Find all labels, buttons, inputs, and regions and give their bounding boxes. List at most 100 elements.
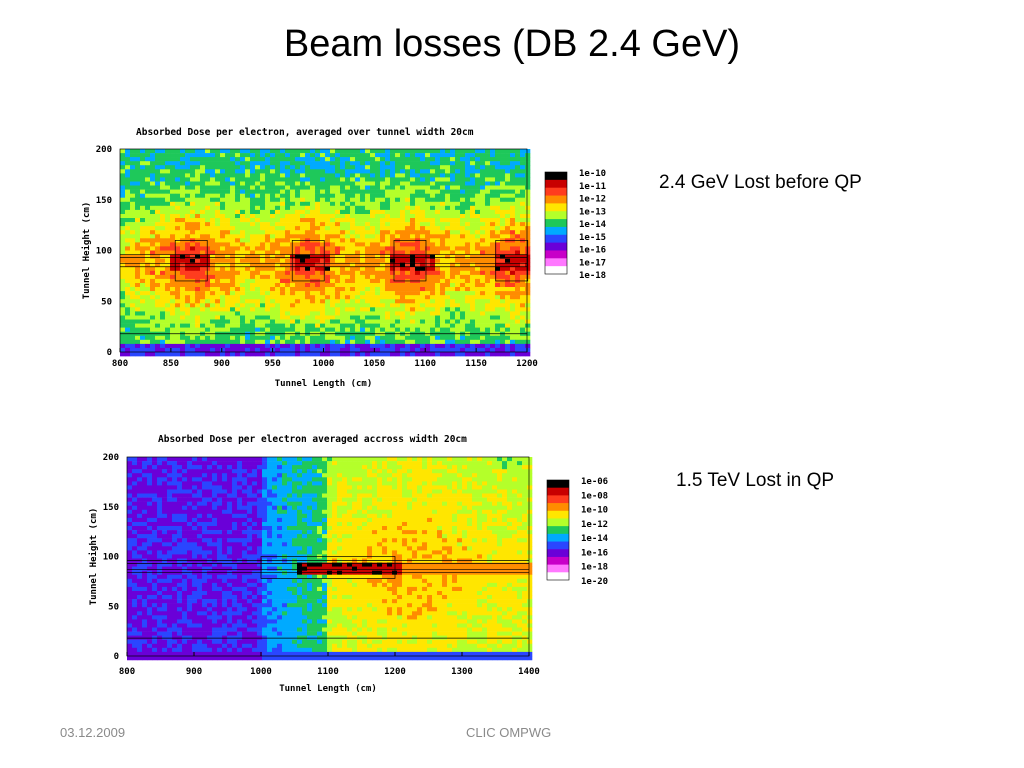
heatmap-cell [160, 218, 166, 223]
heatmap-cell [355, 278, 361, 284]
heatmap-cell [395, 299, 401, 304]
heatmap-cell [355, 266, 361, 272]
heatmap-cell [315, 218, 321, 223]
heatmap-cell [165, 250, 171, 255]
heatmap-cell [165, 352, 171, 357]
heatmap-cell [312, 465, 318, 470]
heatmap-cell [145, 153, 151, 158]
heatmap-cell [275, 185, 281, 190]
heatmap-cell [435, 149, 441, 154]
heatmap-cell [175, 193, 181, 199]
heatmap-cell [282, 469, 288, 474]
heatmap-cell [445, 169, 451, 174]
heatmap-cell [420, 339, 426, 345]
heatmap-cell [185, 258, 191, 263]
heatmap-cell [455, 283, 461, 288]
heatmap-cell [200, 283, 206, 288]
heatmap-cell [412, 457, 418, 462]
colorbar-swatch [545, 234, 567, 244]
heatmap-cell [325, 283, 331, 288]
heatmap-cell [320, 173, 326, 178]
heatmap-cell [125, 327, 131, 332]
heatmap-cell [220, 327, 226, 332]
heatmap-cell [390, 291, 396, 296]
heatmap-cell [140, 209, 146, 215]
heatmap-cell [395, 226, 401, 231]
heatmap-cell [180, 222, 186, 227]
heatmap-cell [290, 242, 296, 247]
heatmap-cell [445, 153, 451, 158]
heatmap-cell [125, 169, 131, 174]
heatmap-cell [440, 214, 446, 219]
heatmap-cell [310, 234, 316, 239]
heatmap-cell [527, 489, 533, 494]
heatmap-cell [325, 181, 331, 186]
heatmap-cell [212, 465, 218, 470]
heatmap-cell [250, 157, 256, 162]
heatmap-cell [345, 169, 351, 174]
heatmap-cell [245, 323, 251, 328]
heatmap-cell [510, 303, 516, 308]
heatmap-cell [515, 246, 521, 251]
heatmap-cell [137, 473, 143, 478]
heatmap-cell [305, 242, 311, 247]
heatmap-cell [247, 469, 253, 474]
heatmap-cell [480, 234, 486, 239]
heatmap-cell [210, 242, 216, 247]
heatmap-cell [195, 299, 201, 304]
heatmap-cell [390, 319, 396, 324]
heatmap-cell [415, 205, 421, 211]
heatmap-cell [255, 218, 261, 223]
heatmap-cell [490, 347, 496, 353]
heatmap-cell [400, 347, 406, 353]
heatmap-cell [405, 274, 411, 280]
heatmap-cell [395, 173, 401, 178]
heatmap-cell [195, 270, 201, 276]
heatmap-cell [150, 197, 156, 203]
heatmap-cell [255, 266, 261, 272]
heatmap-cell [245, 303, 251, 308]
heatmap-cell [350, 149, 356, 154]
heatmap-cell [375, 287, 381, 292]
heatmap-cell [145, 205, 151, 211]
heatmap-cell [350, 226, 356, 231]
heatmap-cell [365, 287, 371, 292]
heatmap-cell [300, 339, 306, 345]
heatmap-cell [220, 287, 226, 292]
heatmap-cell [237, 457, 243, 462]
heatmap-cell [252, 457, 258, 462]
heatmap-cell [450, 315, 456, 320]
heatmap-cell [130, 303, 136, 308]
heatmap-cell [430, 193, 436, 199]
heatmap-cell [310, 303, 316, 308]
heatmap-cell [222, 457, 228, 462]
heatmap-cell [195, 197, 201, 203]
heatmap-cell [395, 189, 401, 194]
heatmap-cell [180, 214, 186, 219]
heatmap-cell [310, 214, 316, 219]
heatmap-cell [270, 222, 276, 227]
heatmap-cell [355, 323, 361, 328]
heatmap-cell [165, 335, 171, 341]
heatmap-cell [160, 307, 166, 312]
heatmap-cell [350, 291, 356, 296]
heatmap-cell [322, 485, 328, 490]
heatmap-cell [495, 352, 501, 357]
heatmap-cell [395, 274, 401, 280]
heatmap-cell [235, 347, 241, 353]
heatmap-cell [325, 254, 331, 259]
heatmap-cell [460, 157, 466, 162]
heatmap-cell [245, 149, 251, 154]
heatmap-cell [280, 149, 286, 154]
heatmap-cell [460, 254, 466, 259]
heatmap-cell [202, 489, 208, 494]
heatmap-cell [290, 283, 296, 288]
heatmap-cell [360, 230, 366, 235]
heatmap-cell [130, 315, 136, 320]
heatmap-cell [495, 343, 501, 349]
heatmap-cell [527, 473, 533, 478]
heatmap-cell [490, 177, 496, 182]
heatmap-cell [405, 161, 411, 166]
heatmap-cell [415, 270, 421, 276]
heatmap-cell [390, 161, 396, 166]
